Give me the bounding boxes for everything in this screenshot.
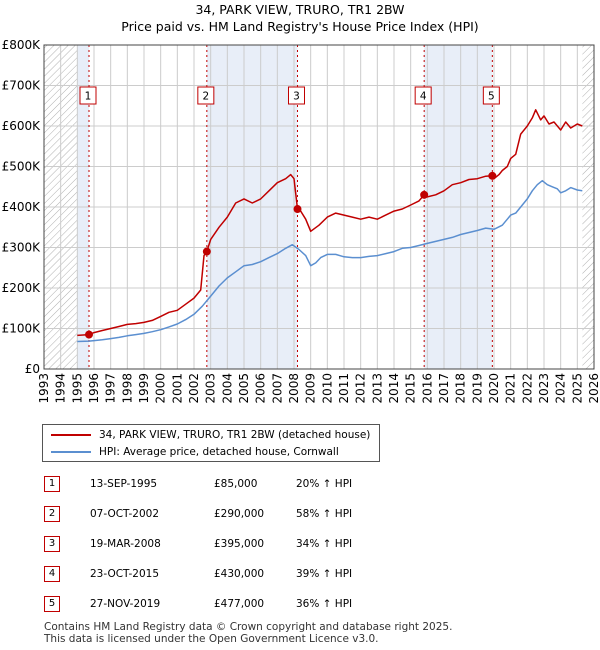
x-tick-label: 2023 bbox=[537, 373, 551, 404]
sale-price: £290,000 bbox=[214, 508, 265, 520]
sale-point bbox=[202, 247, 211, 256]
x-tick-label: 1997 bbox=[104, 373, 118, 404]
sale-point bbox=[85, 330, 93, 339]
footer-license: This data is licensed under the Open Gov… bbox=[44, 633, 379, 645]
sale-label-text: 4 bbox=[420, 91, 427, 103]
y-tick-label: £800K bbox=[2, 38, 42, 52]
sale-date: 27-NOV-2019 bbox=[90, 598, 161, 610]
x-tick-label: 2005 bbox=[237, 373, 251, 404]
sale-label-box bbox=[197, 86, 215, 105]
x-tick-label: 2018 bbox=[454, 373, 468, 404]
y-tick-label: £500K bbox=[2, 160, 42, 174]
sale-number-badge: 2 bbox=[44, 506, 60, 522]
x-tick-label: 2011 bbox=[337, 373, 351, 404]
x-tick-label: 2022 bbox=[520, 373, 534, 404]
sale-price: £85,000 bbox=[214, 478, 258, 490]
sale-hpi-diff: 58% ↑ HPI bbox=[296, 508, 353, 520]
x-tick-label: 2009 bbox=[304, 373, 318, 404]
sale-price: £395,000 bbox=[214, 538, 265, 550]
legend-item-property: 34, PARK VIEW, TRURO, TR1 2BW (detached … bbox=[51, 427, 370, 443]
x-tick-label: 2000 bbox=[154, 373, 168, 404]
x-tick-label: 2006 bbox=[254, 373, 268, 404]
sale-label-text: 1 bbox=[85, 91, 92, 103]
y-tick-label: £300K bbox=[2, 241, 42, 255]
sale-hpi-diff: 34% ↑ HPI bbox=[296, 538, 353, 550]
sale-date: 19-MAR-2008 bbox=[90, 538, 161, 550]
y-tick-label: £100K bbox=[2, 322, 42, 336]
x-tick-label: 2002 bbox=[187, 373, 201, 404]
x-tick-label: 2010 bbox=[320, 373, 334, 404]
x-tick-label: 2017 bbox=[437, 373, 451, 404]
sale-point bbox=[293, 205, 302, 214]
legend-label-hpi: HPI: Average price, detached house, Corn… bbox=[99, 446, 339, 458]
footer-copyright: Contains HM Land Registry data © Crown c… bbox=[44, 621, 453, 633]
x-tick-label: 2007 bbox=[270, 373, 284, 404]
x-tick-label: 2025 bbox=[570, 373, 584, 404]
sale-label-box bbox=[414, 86, 432, 105]
x-tick-label: 2026 bbox=[587, 373, 600, 404]
x-tick-label: 2003 bbox=[204, 373, 218, 404]
x-tick-label: 1994 bbox=[54, 373, 68, 404]
x-tick-label: 2004 bbox=[220, 373, 234, 404]
x-tick-label: 1998 bbox=[120, 373, 134, 404]
sale-label-box bbox=[288, 86, 305, 105]
table-row: 2 07-OCT-2002 £290,000 58% ↑ HPI bbox=[44, 504, 384, 524]
sale-label-text: 2 bbox=[202, 91, 209, 103]
sale-date: 13-SEP-1995 bbox=[90, 478, 158, 490]
x-tick-label: 2012 bbox=[354, 373, 368, 404]
sale-date: 07-OCT-2002 bbox=[90, 508, 159, 520]
sale-price: £477,000 bbox=[214, 598, 265, 610]
y-tick-label: £700K bbox=[2, 79, 42, 93]
table-row: 4 23-OCT-2015 £430,000 39% ↑ HPI bbox=[44, 564, 384, 584]
y-tick-label: £400K bbox=[2, 200, 42, 214]
x-tick-label: 1995 bbox=[70, 373, 84, 404]
x-tick-label: 2013 bbox=[370, 373, 384, 404]
x-tick-label: 2014 bbox=[387, 373, 401, 404]
chart-title: 34, PARK VIEW, TRURO, TR1 2BW bbox=[195, 2, 405, 17]
x-tick-label: 2016 bbox=[420, 373, 434, 404]
price-paid-line bbox=[77, 109, 583, 337]
x-tick-label: 2001 bbox=[170, 373, 184, 404]
x-tick-label: 2024 bbox=[554, 373, 568, 404]
sale-label-box bbox=[79, 86, 97, 105]
sale-hpi-diff: 20% ↑ HPI bbox=[296, 478, 353, 490]
y-tick-label: £0 bbox=[25, 362, 40, 376]
sale-point bbox=[488, 171, 497, 180]
x-tick-label: 2015 bbox=[404, 373, 418, 404]
sale-label-text: 5 bbox=[488, 91, 495, 103]
sale-number-badge: 5 bbox=[44, 596, 60, 612]
hpi-line bbox=[77, 179, 583, 343]
table-row: 5 27-NOV-2019 £477,000 36% ↑ HPI bbox=[44, 594, 384, 614]
chart-legend: 34, PARK VIEW, TRURO, TR1 2BW (detached … bbox=[42, 424, 380, 462]
sale-label-text: 3 bbox=[293, 91, 300, 103]
x-tick-label: 1999 bbox=[137, 373, 151, 404]
x-tick-label: 1993 bbox=[37, 373, 51, 404]
x-tick-label: 2008 bbox=[287, 373, 301, 404]
sale-number-badge: 3 bbox=[44, 536, 60, 552]
sale-hpi-diff: 39% ↑ HPI bbox=[296, 568, 353, 580]
y-tick-label: £200K bbox=[2, 281, 42, 295]
x-tick-label: 2021 bbox=[504, 373, 518, 404]
footer: Contains HM Land Registry data © Crown c… bbox=[44, 621, 452, 645]
y-tick-label: £600K bbox=[2, 119, 42, 133]
plot-frame bbox=[43, 44, 595, 370]
price-chart: 1 2 3 4 5 £0 £100K £200K £300K £400K £500K £600K £7… bbox=[2, 38, 600, 404]
chart-subtitle: Price paid vs. HM Land Registry's House … bbox=[121, 19, 479, 34]
sale-number-badge: 1 bbox=[44, 476, 60, 492]
sale-label-box bbox=[482, 86, 500, 105]
sale-hpi-diff: 36% ↑ HPI bbox=[296, 598, 353, 610]
table-row: 3 19-MAR-2008 £395,000 34% ↑ HPI bbox=[44, 534, 384, 554]
x-tick-label: 2020 bbox=[487, 373, 501, 404]
legend-item-hpi: HPI: Average price, detached house, Corn… bbox=[51, 444, 339, 460]
legend-swatch-red bbox=[51, 434, 91, 436]
legend-label-property: 34, PARK VIEW, TRURO, TR1 2BW (detached … bbox=[99, 429, 371, 441]
sale-price: £430,000 bbox=[214, 568, 265, 580]
sale-number-badge: 4 bbox=[44, 566, 60, 582]
sale-date: 23-OCT-2015 bbox=[90, 568, 159, 580]
sale-point bbox=[420, 190, 429, 199]
table-row: 1 13-SEP-1995 £85,000 20% ↑ HPI bbox=[44, 474, 384, 494]
x-tick-label: 2019 bbox=[470, 373, 484, 404]
x-tick-label: 1996 bbox=[87, 373, 101, 404]
legend-swatch-blue bbox=[51, 451, 91, 453]
